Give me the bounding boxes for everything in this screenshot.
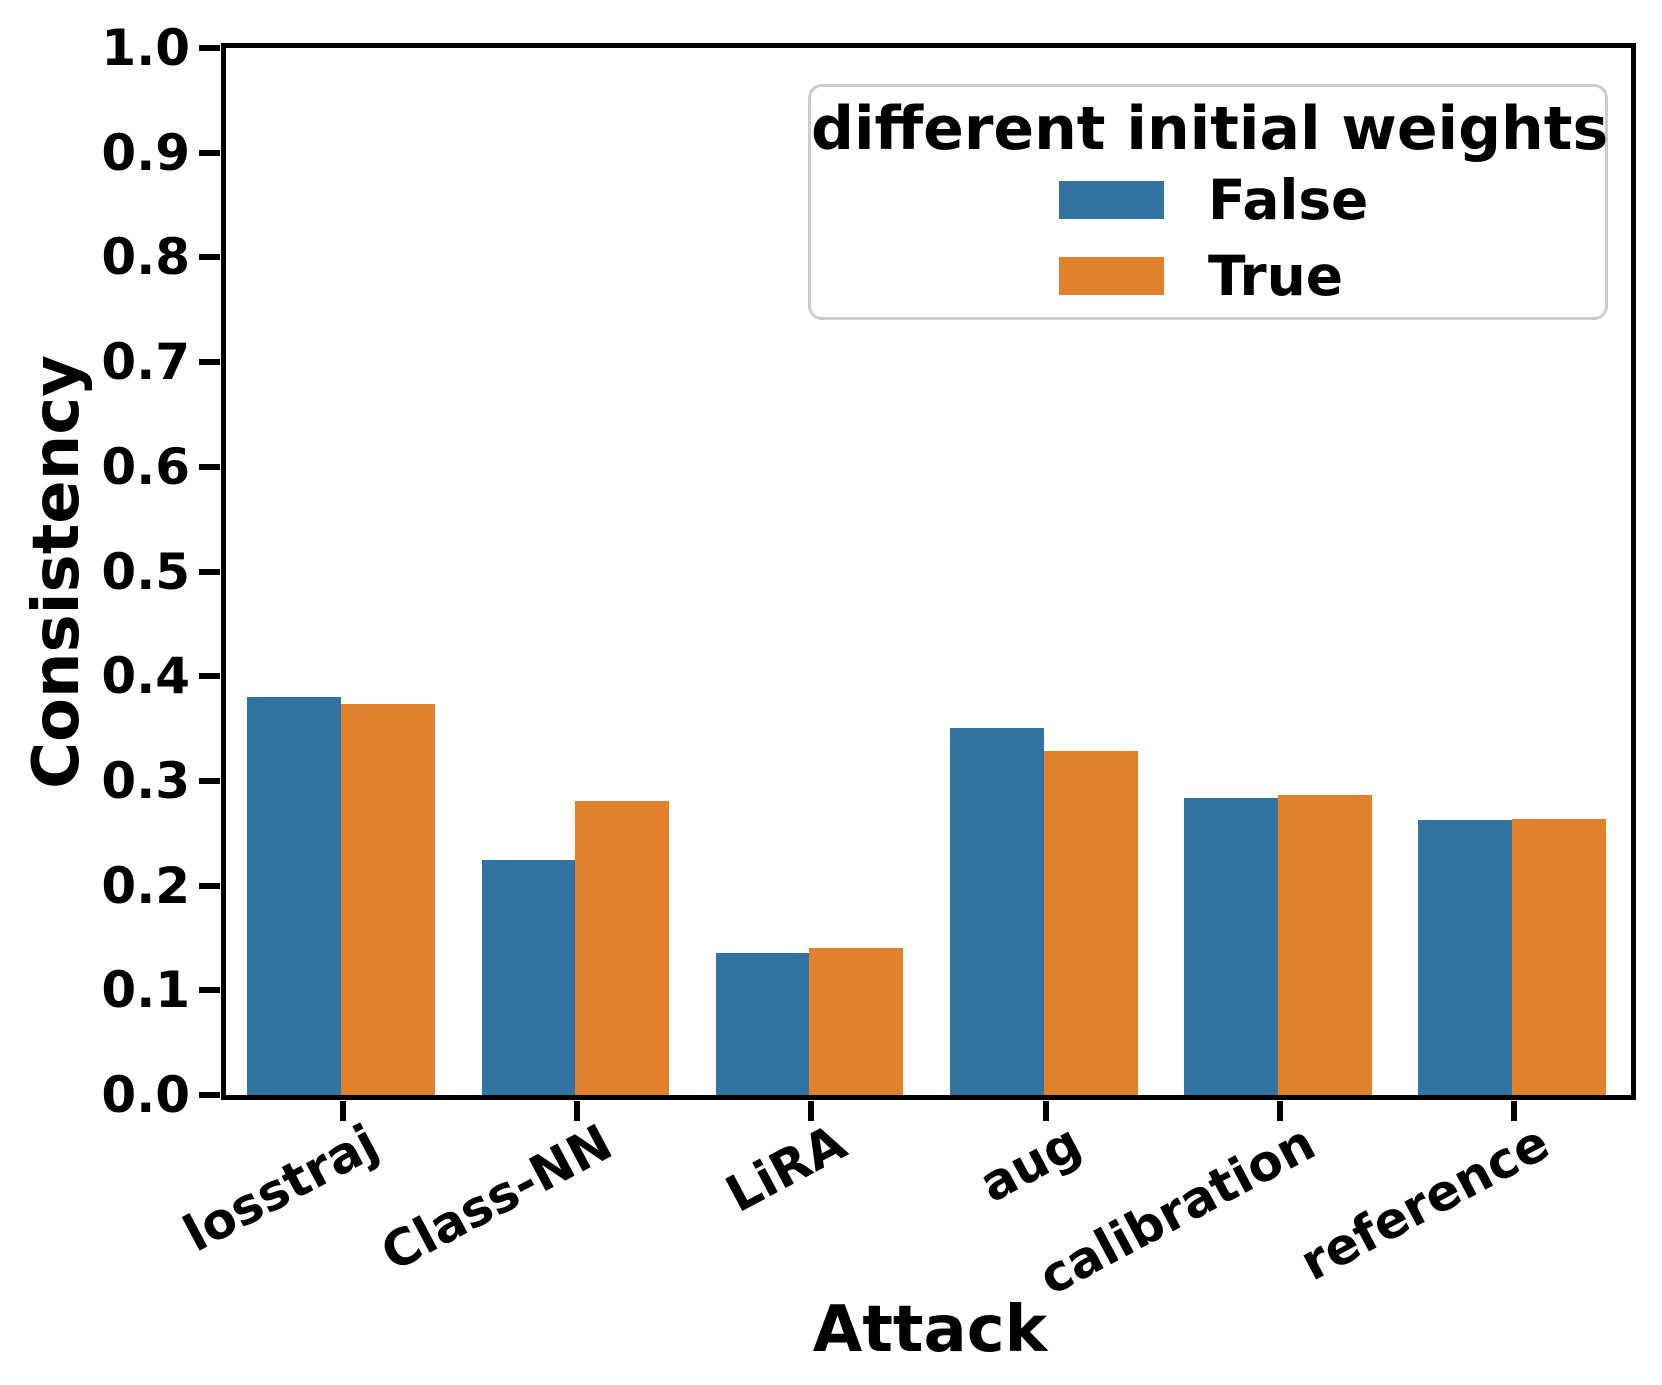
bar-losstraj-false bbox=[247, 697, 341, 1095]
y-tick-mark bbox=[199, 463, 220, 470]
x-tick-mark bbox=[340, 1101, 347, 1121]
y-tick-mark bbox=[199, 987, 220, 994]
y-tick-mark bbox=[199, 254, 220, 261]
x-tick-label: reference bbox=[1290, 1113, 1559, 1293]
legend-swatch-true-icon bbox=[1059, 257, 1164, 295]
y-tick-label: 0.8 bbox=[101, 228, 190, 287]
y-tick-label: 0.2 bbox=[101, 856, 190, 915]
bar-reference-true bbox=[1512, 819, 1606, 1095]
bar-Class-NN-false bbox=[482, 860, 576, 1095]
y-tick-mark bbox=[199, 568, 220, 575]
legend-label-false: False bbox=[1208, 168, 1369, 232]
bar-losstraj-true bbox=[341, 704, 435, 1095]
y-tick-label: 0.6 bbox=[101, 437, 190, 496]
bar-LiRA-true bbox=[809, 948, 903, 1095]
legend-row-false: False bbox=[1059, 170, 1368, 230]
bar-reference-false bbox=[1418, 820, 1512, 1095]
y-tick-mark bbox=[199, 1092, 220, 1098]
y-axis-label: Consistency bbox=[20, 355, 94, 789]
y-tick-mark bbox=[199, 359, 220, 366]
y-tick-label: 0.7 bbox=[101, 333, 190, 392]
y-tick-label: 0.3 bbox=[101, 751, 190, 810]
bar-LiRA-false bbox=[716, 953, 810, 1095]
bar-calibration-true bbox=[1278, 795, 1372, 1095]
x-tick-mark bbox=[1510, 1101, 1517, 1121]
bar-aug-true bbox=[1044, 751, 1138, 1095]
legend-label-true: True bbox=[1208, 244, 1344, 308]
bar-Class-NN-true bbox=[575, 801, 669, 1095]
y-tick-mark bbox=[199, 45, 220, 51]
y-tick-mark bbox=[199, 882, 220, 889]
legend-row-true: True bbox=[1059, 246, 1343, 306]
y-tick-label: 0.1 bbox=[101, 961, 190, 1020]
bar-aug-false bbox=[950, 728, 1044, 1095]
x-tick-mark bbox=[574, 1101, 581, 1121]
x-tick-mark bbox=[1276, 1101, 1283, 1121]
y-tick-label: 0.9 bbox=[101, 123, 190, 182]
legend-swatch-false-icon bbox=[1059, 181, 1164, 219]
y-tick-mark bbox=[199, 149, 220, 156]
x-tick-label: Class-NN bbox=[372, 1113, 622, 1283]
y-tick-label: 1.0 bbox=[101, 19, 190, 77]
y-tick-label: 0.5 bbox=[101, 542, 190, 601]
x-tick-mark bbox=[808, 1101, 815, 1121]
x-tick-mark bbox=[1042, 1101, 1049, 1121]
y-tick-label: 0.4 bbox=[101, 647, 190, 706]
y-tick-mark bbox=[199, 777, 220, 784]
legend: different initial weights False True bbox=[808, 84, 1608, 320]
y-tick-mark bbox=[199, 673, 220, 680]
x-axis-label: Attack bbox=[812, 1293, 1048, 1367]
bar-calibration-false bbox=[1184, 798, 1278, 1095]
legend-title: different initial weights bbox=[811, 94, 1609, 164]
y-tick-label: 0.0 bbox=[101, 1066, 190, 1124]
x-tick-label: losstraj bbox=[174, 1113, 388, 1264]
